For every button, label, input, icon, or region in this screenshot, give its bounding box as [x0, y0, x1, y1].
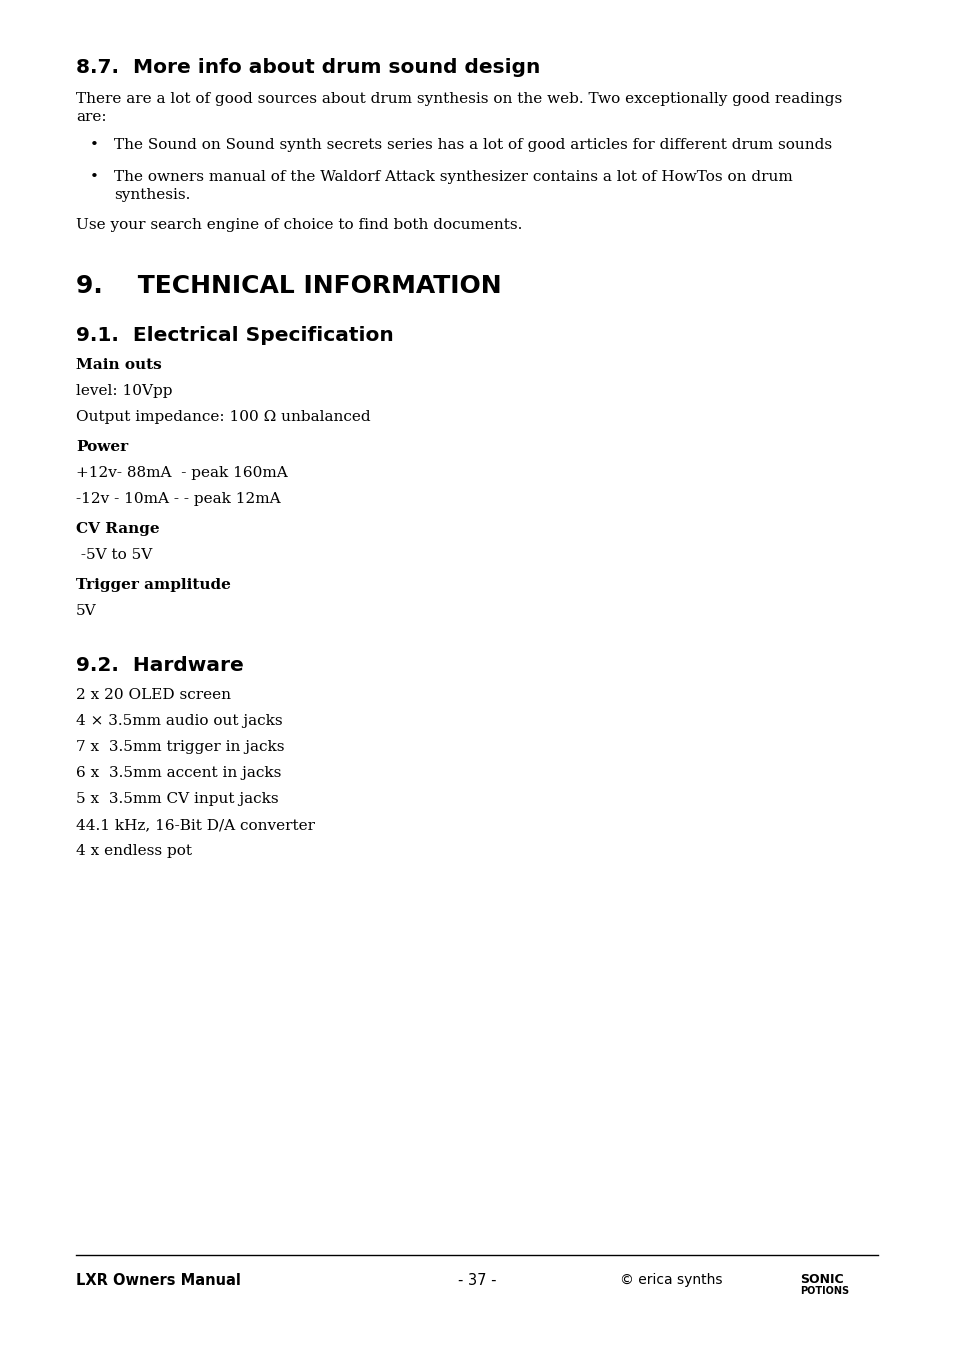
- Text: 5V: 5V: [76, 603, 96, 618]
- Text: synthesis.: synthesis.: [113, 188, 191, 202]
- Text: Power: Power: [76, 440, 128, 454]
- Text: LXR Owners Manual: LXR Owners Manual: [76, 1273, 240, 1288]
- Text: •: •: [90, 170, 99, 184]
- Text: •: •: [90, 138, 99, 153]
- Text: - 37 -: - 37 -: [457, 1273, 496, 1288]
- Text: 8.7.  More info about drum sound design: 8.7. More info about drum sound design: [76, 58, 539, 77]
- Text: SONIC: SONIC: [800, 1273, 842, 1287]
- Text: POTIONS: POTIONS: [800, 1287, 848, 1296]
- Text: CV Range: CV Range: [76, 522, 159, 536]
- Text: Use your search engine of choice to find both documents.: Use your search engine of choice to find…: [76, 217, 522, 232]
- Text: 5 x  3.5mm CV input jacks: 5 x 3.5mm CV input jacks: [76, 792, 278, 806]
- Text: 9.    TECHNICAL INFORMATION: 9. TECHNICAL INFORMATION: [76, 274, 501, 298]
- Text: 9.1.  Electrical Specification: 9.1. Electrical Specification: [76, 325, 394, 346]
- Text: -12v - 10mA - - peak 12mA: -12v - 10mA - - peak 12mA: [76, 491, 280, 506]
- Text: Main outs: Main outs: [76, 358, 162, 373]
- Text: 6 x  3.5mm accent in jacks: 6 x 3.5mm accent in jacks: [76, 765, 281, 780]
- Text: level: 10Vpp: level: 10Vpp: [76, 383, 172, 398]
- Text: +12v- 88mA  - peak 160mA: +12v- 88mA - peak 160mA: [76, 466, 288, 481]
- Text: © erica synths: © erica synths: [619, 1273, 721, 1287]
- Text: 2 x 20 OLED screen: 2 x 20 OLED screen: [76, 688, 231, 702]
- Text: There are a lot of good sources about drum synthesis on the web. Two exceptional: There are a lot of good sources about dr…: [76, 92, 841, 107]
- Text: 9.2.  Hardware: 9.2. Hardware: [76, 656, 244, 675]
- Text: 7 x  3.5mm trigger in jacks: 7 x 3.5mm trigger in jacks: [76, 740, 284, 755]
- Text: 4 × 3.5mm audio out jacks: 4 × 3.5mm audio out jacks: [76, 714, 282, 728]
- Text: Output impedance: 100 Ω unbalanced: Output impedance: 100 Ω unbalanced: [76, 410, 370, 424]
- Text: Trigger amplitude: Trigger amplitude: [76, 578, 231, 593]
- Text: The Sound on Sound synth secrets series has a lot of good articles for different: The Sound on Sound synth secrets series …: [113, 138, 831, 153]
- Text: -5V to 5V: -5V to 5V: [76, 548, 152, 562]
- Text: 44.1 kHz, 16-Bit D/A converter: 44.1 kHz, 16-Bit D/A converter: [76, 818, 314, 832]
- Text: The owners manual of the Waldorf Attack synthesizer contains a lot of HowTos on : The owners manual of the Waldorf Attack …: [113, 170, 792, 184]
- Text: 4 x endless pot: 4 x endless pot: [76, 844, 192, 859]
- Text: are:: are:: [76, 109, 107, 124]
